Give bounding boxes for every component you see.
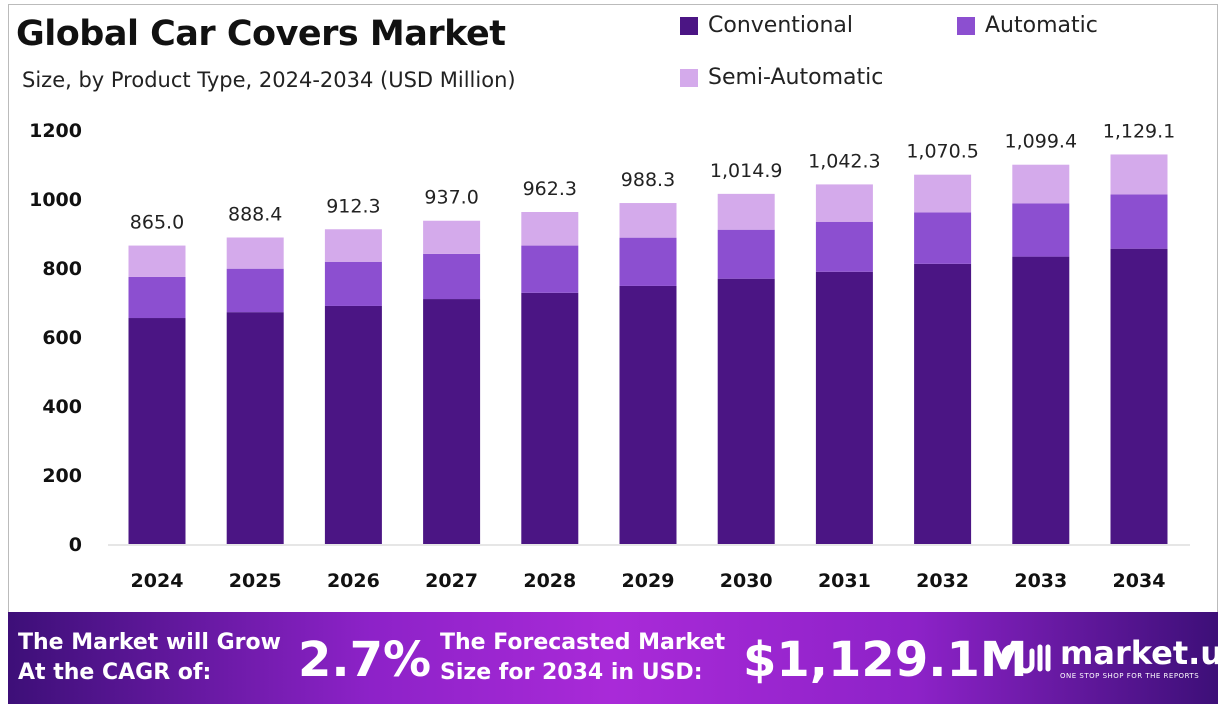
logo-name: market.us <box>1060 634 1224 672</box>
bar-conventional-2029 <box>619 285 677 544</box>
bar-conventional-2030 <box>717 278 775 544</box>
y-tick-label: 200 <box>42 465 82 487</box>
bar-automatic-2026 <box>324 261 382 306</box>
bar-automatic-2028 <box>521 245 579 293</box>
bar-automatic-2029 <box>619 237 677 286</box>
y-tick-label: 1000 <box>29 189 82 211</box>
bar-automatic-2032 <box>914 212 972 264</box>
x-tick-label: 2032 <box>916 570 969 592</box>
forecast-label-line1: The Forecasted Market <box>440 630 726 655</box>
legend-label: Conventional <box>708 13 853 38</box>
bar-conventional-2024 <box>128 318 186 544</box>
cagr-label-line2: At the CAGR of: <box>18 660 212 685</box>
bar-semi-automatic-2027 <box>423 220 481 254</box>
legend-item-automatic: Automatic <box>957 13 1098 38</box>
chart-subtitle: Size, by Product Type, 2024-2034 (USD Mi… <box>22 68 516 92</box>
forecast-value: $1,129.1M <box>743 632 1028 688</box>
forecast-label-line2: Size for 2034 in USD: <box>440 660 703 685</box>
footer-banner: The Market will Grow At the CAGR of: 2.7… <box>8 612 1224 704</box>
bar-automatic-2034 <box>1110 194 1168 249</box>
bar-semi-automatic-2031 <box>815 184 873 222</box>
x-tick-label: 2024 <box>131 570 184 592</box>
logo-icon <box>1001 644 1051 674</box>
data-label-total: 988.3 <box>621 169 675 191</box>
bar-semi-automatic-2029 <box>619 203 677 238</box>
x-tick-label: 2031 <box>818 570 871 592</box>
x-tick-label: 2029 <box>622 570 675 592</box>
market-us-logo: market.us ONE STOP SHOP FOR THE REPORTS <box>998 634 1224 680</box>
chart-title: Global Car Covers Market <box>16 14 506 54</box>
data-label-total: 865.0 <box>130 212 184 234</box>
data-label-total: 1,129.1 <box>1103 120 1176 142</box>
bar-conventional-2027 <box>423 299 481 544</box>
data-label-total: 1,099.4 <box>1005 131 1078 153</box>
bar-semi-automatic-2030 <box>717 193 775 230</box>
x-tick-label: 2033 <box>1014 570 1067 592</box>
bar-conventional-2032 <box>914 263 972 544</box>
legend-swatch <box>680 16 698 35</box>
forecast-label: The Forecasted Market Size for 2034 in U… <box>440 628 725 688</box>
bar-conventional-2034 <box>1110 248 1168 544</box>
bar-semi-automatic-2034 <box>1110 154 1168 195</box>
y-tick-label: 1200 <box>29 120 82 142</box>
bar-automatic-2027 <box>423 253 481 300</box>
x-tick-label: 2034 <box>1113 570 1166 592</box>
bar-semi-automatic-2024 <box>128 245 186 277</box>
bar-chart: 0 200 400 600 800 1000 1200 865.0 2024 888.4 2025 9… <box>29 120 1190 592</box>
legend-item-conventional: Conventional <box>680 13 853 38</box>
bar-semi-automatic-2025 <box>226 237 284 269</box>
y-tick-label: 800 <box>42 258 82 280</box>
bar-semi-automatic-2033 <box>1012 164 1070 204</box>
data-label-total: 1,042.3 <box>808 150 881 172</box>
bar-conventional-2026 <box>324 305 382 544</box>
data-label-total: 937.0 <box>424 187 478 209</box>
legend-label: Semi-Automatic <box>708 65 884 90</box>
bar-automatic-2030 <box>717 229 775 279</box>
x-tick-label: 2027 <box>425 570 478 592</box>
x-tick-label: 2026 <box>327 570 380 592</box>
bar-automatic-2033 <box>1012 203 1070 257</box>
y-tick-label: 0 <box>69 534 82 556</box>
data-label-total: 962.3 <box>523 178 577 200</box>
logo-tagline: ONE STOP SHOP FOR THE REPORTS <box>1060 672 1200 680</box>
legend-item-semi-automatic: Semi-Automatic <box>680 65 883 90</box>
bar-conventional-2033 <box>1012 256 1070 544</box>
bar-conventional-2028 <box>521 292 579 544</box>
bar-automatic-2024 <box>128 276 186 319</box>
data-label-total: 1,070.5 <box>906 141 979 163</box>
bar-semi-automatic-2028 <box>521 212 579 246</box>
data-label-total: 1,014.9 <box>710 160 783 182</box>
bar-automatic-2031 <box>815 221 873 272</box>
x-tick-label: 2025 <box>229 570 282 592</box>
legend-label: Automatic <box>985 13 1098 38</box>
bar-conventional-2025 <box>226 312 284 544</box>
cagr-label: The Market will Grow At the CAGR of: <box>18 628 281 688</box>
bar-semi-automatic-2026 <box>324 229 382 262</box>
cagr-label-line1: The Market will Grow <box>18 630 281 655</box>
legend-swatch <box>680 68 698 87</box>
x-tick-label: 2028 <box>523 570 576 592</box>
cagr-value: 2.7% <box>298 632 432 688</box>
bar-automatic-2025 <box>226 268 284 313</box>
bar-conventional-2031 <box>815 271 873 544</box>
data-label-total: 912.3 <box>326 195 380 217</box>
x-tick-label: 2030 <box>720 570 773 592</box>
data-label-total: 888.4 <box>228 204 282 226</box>
legend-swatch <box>957 16 975 35</box>
y-tick-label: 600 <box>42 327 82 349</box>
bar-semi-automatic-2032 <box>914 174 972 213</box>
y-tick-label: 400 <box>42 396 82 418</box>
